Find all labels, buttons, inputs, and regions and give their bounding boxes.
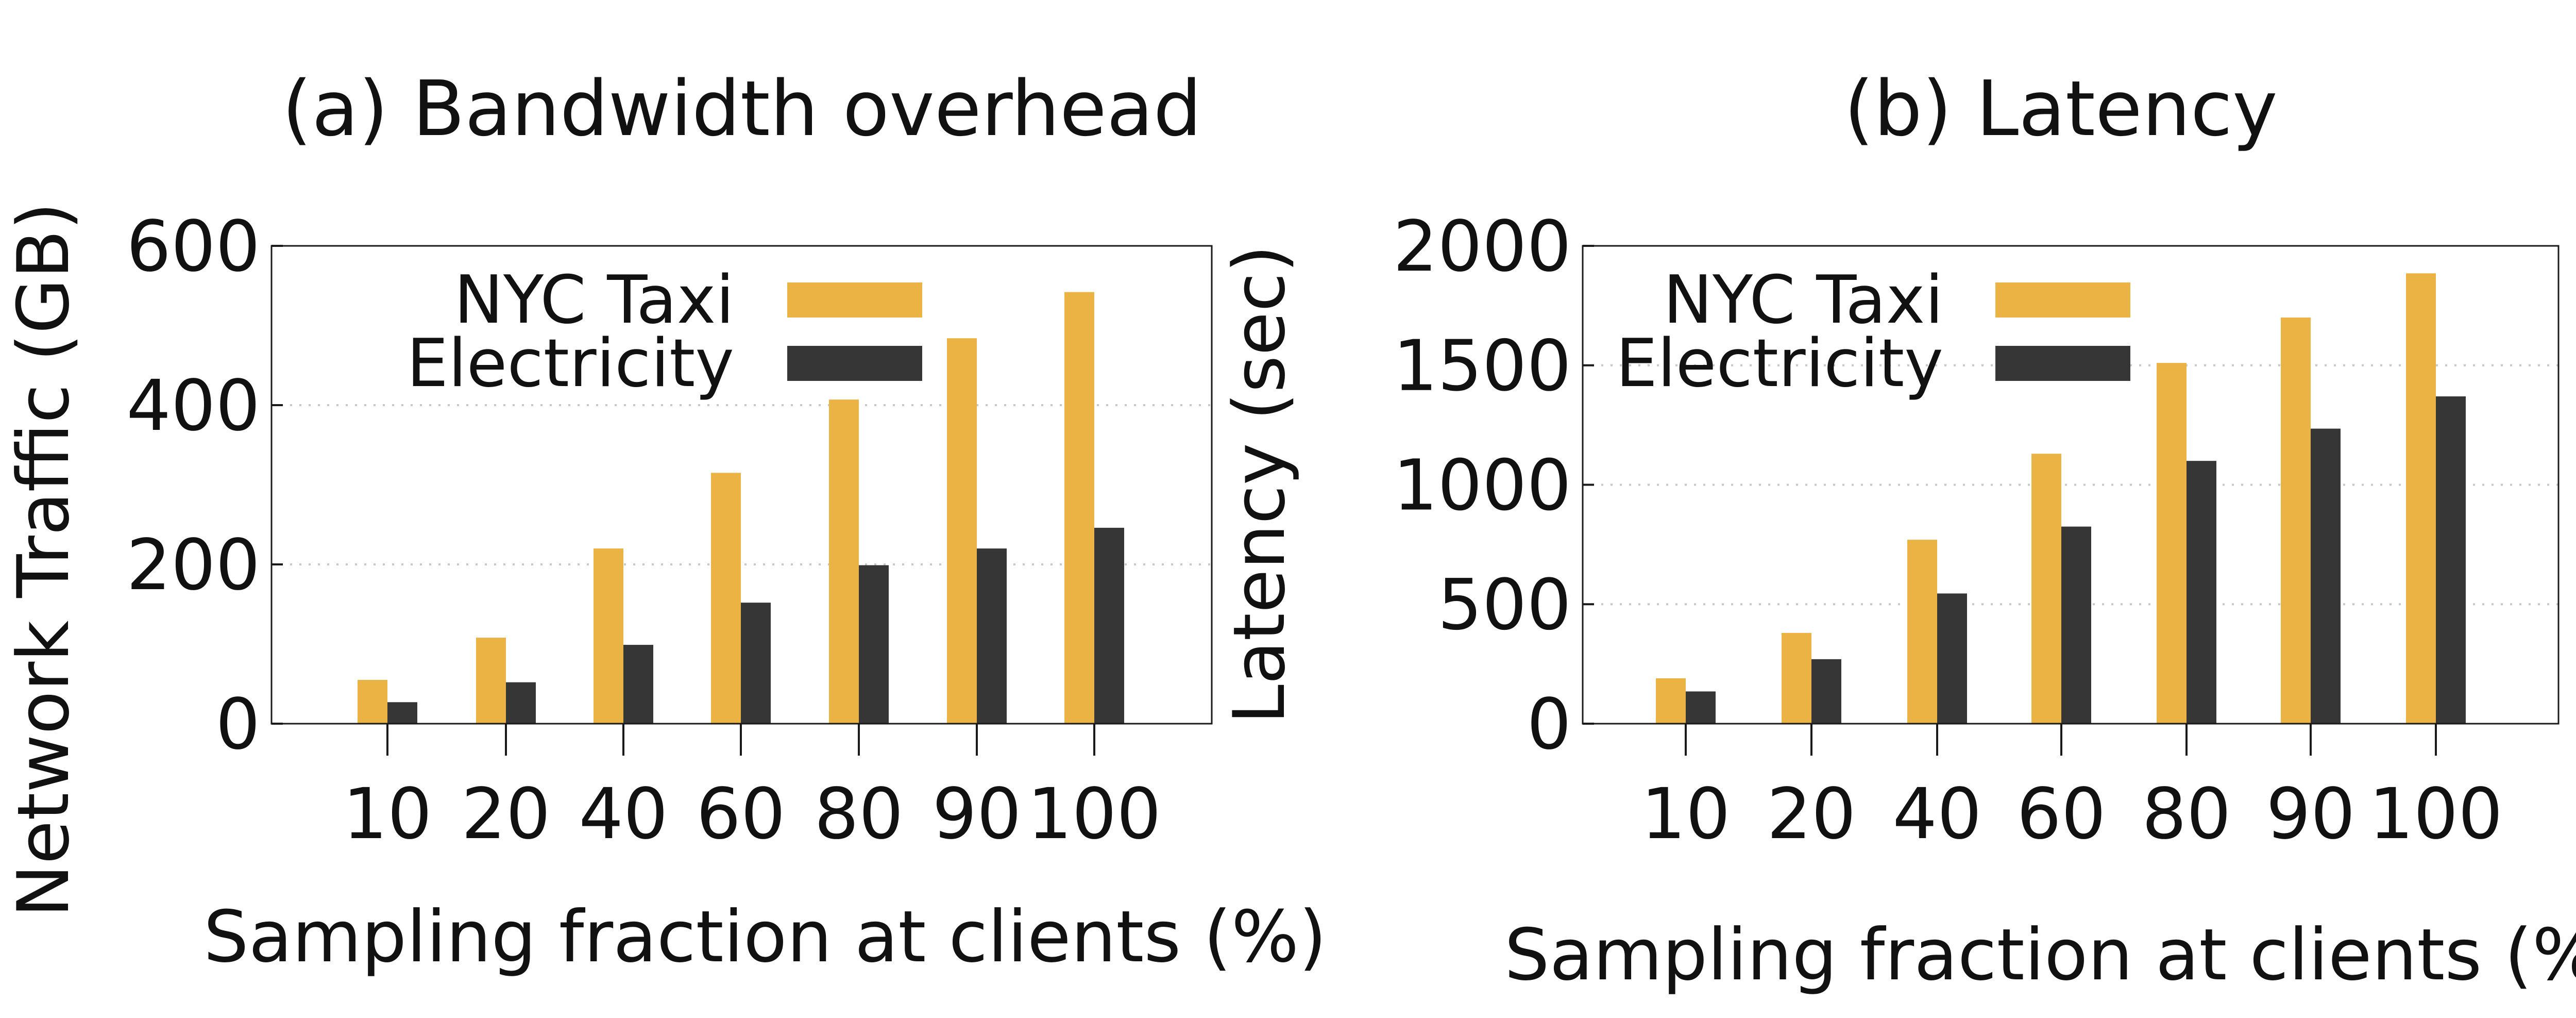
chart-title: (b) Latency (1844, 64, 2277, 153)
bar-nyc-taxi-100 (1064, 292, 1094, 724)
legend-label: Electricity (1616, 325, 1943, 402)
x-tick-label: 90 (932, 774, 1021, 855)
bar-electricity-40 (1937, 593, 1967, 724)
bar-nyc-taxi-90 (947, 338, 977, 724)
bar-electricity-10 (1686, 691, 1716, 724)
bar-electricity-80 (859, 565, 889, 724)
bar-electricity-60 (741, 603, 771, 724)
chart-panel-0: 0 200 400 600 10 20 40 60 80 90 100 NYC TaxiElectri… (2, 64, 1327, 978)
bar-nyc-taxi-20 (1782, 632, 1811, 724)
legend-label: NYC Taxi (1663, 262, 1943, 339)
y-tick-label: 0 (215, 684, 260, 765)
y-axis-label: Latency (sec) (1218, 245, 1301, 724)
x-axis-label: Sampling fraction at clients (%) (204, 895, 1327, 978)
bar-nyc-taxi-60 (711, 473, 741, 724)
bar-electricity-90 (2311, 428, 2341, 724)
chart-title: (a) Bandwidth overhead (282, 64, 1201, 153)
y-tick-label: 1000 (1393, 445, 1571, 527)
bar-electricity-100 (1094, 527, 1124, 724)
y-axis-label: Network Traffic (GB) (2, 202, 85, 917)
bar-electricity-40 (623, 645, 653, 724)
x-axis-label: Sampling fraction at clients (%) (1504, 913, 2576, 996)
bar-nyc-taxi-10 (1656, 678, 1686, 724)
bar-electricity-100 (2436, 396, 2466, 724)
legend-swatch (787, 282, 922, 318)
bar-electricity-60 (2061, 526, 2091, 724)
y-tick-label: 200 (126, 525, 260, 606)
bar-electricity-10 (387, 702, 417, 724)
y-tick-label: 2000 (1393, 206, 1571, 288)
bar-nyc-taxi-40 (1907, 540, 1937, 724)
legend-label: NYC Taxi (454, 262, 734, 339)
y-tick-label: 0 (1527, 684, 1571, 765)
bar-electricity-20 (506, 682, 536, 724)
x-tick-label: 80 (814, 774, 903, 855)
bar-electricity-90 (977, 548, 1007, 724)
x-tick-label: 10 (343, 774, 432, 855)
bar-nyc-taxi-90 (2281, 318, 2311, 724)
x-tick-label: 60 (2016, 774, 2106, 855)
bar-electricity-20 (1811, 659, 1841, 724)
bar-electricity-80 (2187, 461, 2216, 724)
plot-frame (270, 245, 1213, 725)
bar-nyc-taxi-60 (2031, 454, 2061, 724)
legend-swatch (787, 346, 922, 381)
x-tick-label: 100 (2369, 774, 2503, 855)
bar-nyc-taxi-10 (358, 680, 387, 724)
x-tick-label: 40 (579, 774, 668, 855)
bar-nyc-taxi-80 (2157, 363, 2187, 724)
bar-nyc-taxi-100 (2406, 273, 2436, 724)
x-tick-label: 20 (1767, 774, 1856, 855)
x-tick-label: 20 (461, 774, 550, 855)
x-tick-label: 100 (1027, 774, 1161, 855)
x-tick-label: 80 (2142, 774, 2231, 855)
y-tick-label: 1500 (1393, 326, 1571, 407)
x-tick-label: 90 (2266, 774, 2355, 855)
bar-nyc-taxi-80 (829, 399, 859, 724)
plot-frame (1582, 245, 2560, 725)
x-tick-label: 60 (696, 774, 785, 855)
y-tick-label: 400 (126, 365, 260, 447)
x-tick-label: 40 (1892, 774, 1981, 855)
legend-swatch (1995, 282, 2130, 318)
bar-nyc-taxi-20 (476, 638, 506, 724)
x-tick-label: 10 (1641, 774, 1730, 855)
y-tick-label: 600 (126, 206, 260, 288)
y-tick-label: 500 (1437, 564, 1571, 646)
legend-swatch (1995, 346, 2130, 381)
bar-nyc-taxi-40 (594, 548, 623, 724)
legend-label: Electricity (406, 325, 734, 402)
